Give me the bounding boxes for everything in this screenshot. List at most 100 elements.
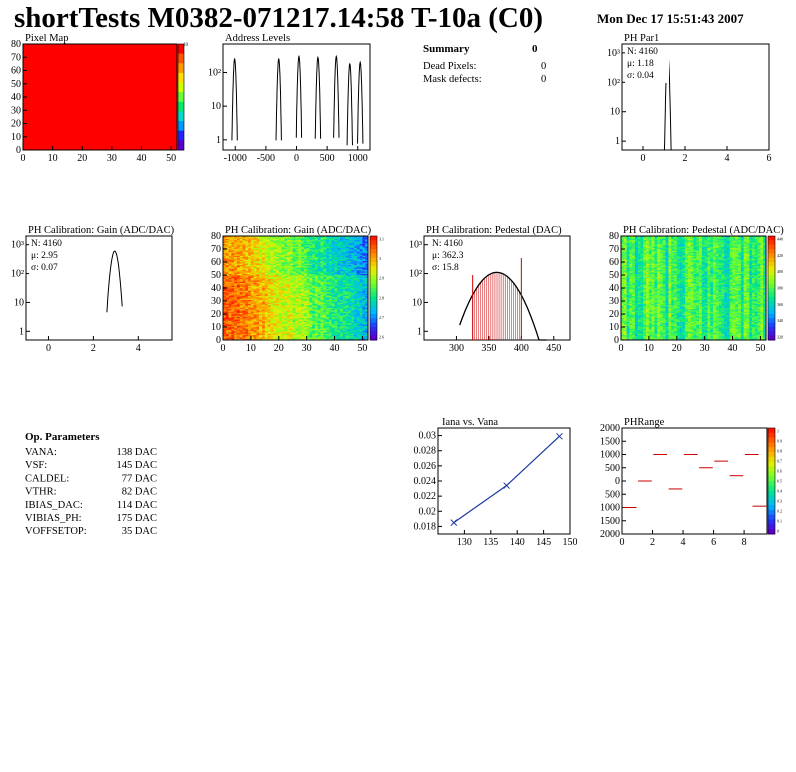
y-tick-label: 20 [211, 309, 221, 320]
heatmap-cell [250, 256, 254, 259]
heatmap-cell [328, 330, 333, 333]
heatmap-cell [301, 250, 305, 252]
heatmap-cell [231, 285, 235, 287]
heatmap-cell [292, 306, 296, 308]
heatmap-cell [354, 260, 358, 263]
heatmap-cell [621, 281, 625, 284]
heatmap-cell [248, 280, 252, 282]
heatmap-cell [640, 303, 644, 306]
heatmap-cell [259, 251, 263, 254]
heatmap-cell [348, 290, 352, 293]
y-tick-label: 10² [607, 77, 620, 88]
heatmap-cell [267, 332, 271, 334]
heatmap-cell [270, 332, 274, 334]
heatmap-cell [315, 246, 319, 248]
heatmap-cell [281, 323, 285, 325]
heatmap-cell [262, 325, 266, 328]
heatmap-cell [623, 302, 627, 304]
heatmap-cell [231, 302, 235, 304]
heatmap-cell [253, 328, 257, 330]
x-tick-label: 0 [21, 153, 26, 164]
heatmap-cell [365, 289, 369, 291]
heatmap-cell [629, 265, 633, 268]
heatmap-cell [621, 269, 625, 272]
heatmap-cell [287, 281, 291, 284]
heatmap-cell [621, 241, 625, 243]
heatmap-cell [289, 286, 294, 289]
heatmap-cell [236, 278, 241, 281]
heatmap-cell [273, 262, 277, 264]
heatmap-cell [345, 265, 349, 268]
heatmap-cell [225, 256, 229, 259]
heatmap-cell [337, 334, 341, 337]
heatmap-cell [262, 254, 266, 256]
heatmap-cell [292, 314, 296, 316]
heatmap-cell [273, 308, 277, 311]
heatmap-cell [320, 252, 324, 255]
heatmap-cell [256, 329, 260, 332]
heatmap-cell [348, 312, 352, 315]
heatmap-cell [351, 327, 355, 329]
heatmap-cell [270, 238, 274, 241]
heatmap-cell [278, 302, 282, 304]
heatmap-cell [326, 295, 330, 298]
heatmap-cell [298, 312, 302, 315]
heatmap-cell [331, 262, 335, 264]
heatmap-cell [334, 280, 338, 282]
heatmap-cell [340, 254, 344, 256]
heatmap-cell [309, 319, 313, 321]
heatmap-cell [315, 242, 319, 245]
heatmap-cell [337, 298, 341, 300]
heatmap-cell [250, 269, 254, 272]
heatmap-cell [309, 252, 313, 255]
heatmap-cell [298, 271, 302, 273]
heatmap-cell [273, 272, 277, 274]
heatmap-cell [281, 259, 285, 261]
heatmap-cell [278, 299, 282, 302]
heatmap-cell [275, 237, 280, 239]
heatmap-cell [632, 317, 636, 320]
heatmap-cell [362, 323, 366, 325]
heatmap-cell [239, 327, 243, 329]
heatmap-cell [289, 323, 294, 325]
heatmap-cell [250, 316, 254, 319]
heatmap-cell [270, 281, 274, 284]
heatmap-cell [248, 311, 252, 313]
heatmap-cell [356, 260, 360, 263]
heatmap-cell [365, 271, 369, 273]
heatmap-cell [253, 249, 257, 251]
heatmap-cell [223, 280, 227, 282]
heatmap-cell [623, 303, 627, 306]
heatmap-cell [223, 324, 227, 326]
heatmap-cell [287, 289, 291, 291]
heatmap-cell [295, 258, 299, 260]
heatmap-cell [342, 317, 346, 320]
heatmap-cell [253, 314, 257, 316]
heatmap-cell [354, 286, 358, 289]
heatmap-cell [317, 254, 321, 256]
heatmap-cell [231, 286, 235, 289]
heatmap-cell [345, 303, 349, 306]
heatmap-cell [340, 239, 344, 242]
heatmap-cell [326, 251, 330, 254]
heatmap-cell [634, 312, 639, 315]
heatmap-cell [317, 301, 321, 303]
heatmap-cell [345, 277, 349, 280]
heatmap-cell [623, 336, 627, 338]
heatmap-cell [228, 251, 232, 254]
heatmap-cell [223, 245, 227, 247]
heatmap-cell [256, 271, 260, 273]
heatmap-cell [278, 317, 282, 320]
heatmap-cell [340, 316, 344, 319]
heatmap-cell [351, 286, 355, 289]
heatmap-cell [623, 294, 627, 297]
heatmap-cell [337, 286, 341, 289]
heatmap-cell [317, 239, 321, 242]
heatmap-cell [225, 329, 229, 332]
heatmap-cell [275, 289, 280, 291]
heatmap-cell [273, 311, 277, 313]
heatmap-cell [354, 242, 358, 245]
heatmap-cell [259, 258, 263, 260]
heatmap-cell [298, 310, 302, 312]
heatmap-cell [253, 267, 257, 269]
